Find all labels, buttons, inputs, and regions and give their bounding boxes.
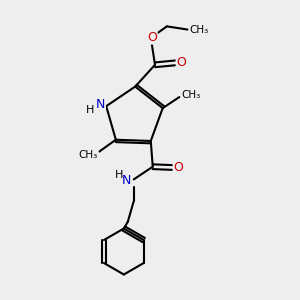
Text: CH₃: CH₃ (79, 150, 98, 160)
Text: O: O (174, 161, 183, 174)
Text: O: O (147, 31, 157, 44)
Text: H: H (115, 169, 123, 180)
Text: H: H (86, 105, 94, 115)
Text: N: N (96, 98, 105, 111)
Text: CH₃: CH₃ (190, 25, 209, 34)
Text: O: O (177, 56, 187, 69)
Text: N: N (122, 175, 131, 188)
Text: CH₃: CH₃ (182, 90, 201, 100)
